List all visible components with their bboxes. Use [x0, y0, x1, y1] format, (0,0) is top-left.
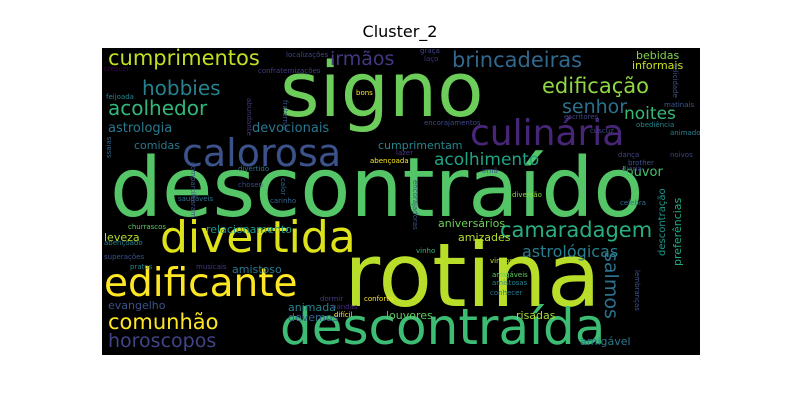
word-cumprimentos: cumprimentos [108, 48, 260, 70]
word-horoscopos: horoscopos [108, 330, 217, 352]
word-conforto: conforto [364, 295, 394, 303]
word-crescer: crescer [104, 65, 130, 73]
word-felicidade: felicidade [671, 64, 679, 98]
word-irmaos: irmãos [330, 48, 395, 70]
word-feijoada: feijoada [106, 93, 134, 101]
word-salmos: salmos [600, 252, 622, 319]
word-danca: dança [618, 151, 640, 159]
word-louvor: louvor [622, 165, 663, 180]
word-ssaias: ssaias [105, 136, 113, 158]
word-noites: noites [624, 104, 676, 124]
word-rotina: rotina [344, 224, 601, 327]
word-acolhedor: acolhedor [108, 96, 208, 120]
word-encorajamentos: encorajamentos [424, 119, 481, 127]
word-diversao: diversão [512, 191, 542, 199]
word-camaradagem: camaradagem [500, 218, 653, 242]
word-laco: laço [424, 55, 439, 63]
word-divertida: divertida [160, 212, 356, 263]
word-celebra: celebra [620, 199, 647, 207]
word-edificacao: edificação [542, 74, 649, 98]
word-descontracao: descontração [657, 188, 668, 256]
word-informais: informais [632, 59, 684, 72]
page-title: Cluster_2 [362, 22, 438, 41]
word-amigavel: amigável [580, 335, 631, 348]
word-leveza: leveza [104, 231, 140, 244]
word-irma: irmã [482, 167, 498, 175]
word-relacionamento: relacionamento [206, 223, 292, 236]
word-signo: signo [280, 48, 484, 134]
word-comunhao: comunhão [108, 310, 219, 334]
word-preferencias: preferências [671, 197, 684, 266]
word-cumprimentam: cumprimentam [378, 139, 463, 152]
word-obediencia: obediência [636, 121, 675, 129]
word-diaria: diária [622, 165, 642, 173]
word-descontraido: descontraído [110, 141, 644, 236]
word-calorosa: calorosa [182, 131, 342, 175]
word-devocionais: devocionais [252, 121, 330, 136]
word-lazer: lazer [396, 149, 414, 157]
word-senhor: senhor [562, 96, 628, 118]
word-encorajadoras: encorajadoras [411, 180, 419, 230]
word-bandas: bandas [332, 303, 358, 311]
word-hobbies: hobbies [142, 76, 221, 100]
word-musicais: musicais [196, 263, 227, 271]
word-vindos: vindos [490, 257, 513, 265]
word-culinaria: culinária [470, 113, 625, 154]
word-carinho: carinho [270, 197, 297, 205]
word-escritores: escritores [564, 113, 599, 121]
word-acolhimento: acolhimento [434, 150, 540, 170]
word-aniversarios: aniversários [438, 217, 506, 230]
word-matinais: matinais [664, 101, 695, 109]
word-bons: bons [356, 89, 373, 97]
word-amigaveis: amigáveis [492, 271, 528, 279]
word-graca: graça [420, 48, 440, 55]
word-cuscuz: cuscuz [590, 127, 614, 135]
word-conhecer: conhecer [490, 289, 523, 297]
word-bebidas: bebidas [636, 49, 680, 62]
word-animado: animado [670, 129, 700, 137]
word-confraternizacoes: confraternizações [258, 67, 321, 75]
word-amistoso: amistoso [232, 263, 282, 276]
word-churrascos: churrascos [128, 223, 167, 231]
word-dificil: difícil [334, 311, 353, 319]
word-abencoada: abençoada [370, 157, 409, 165]
word-fraternal: fraternal [281, 100, 289, 131]
word-noivos: noivos [670, 151, 693, 159]
word-abundante: abundante [245, 98, 253, 136]
word-pratos: pratos [130, 263, 153, 271]
word-chosen: chosen [238, 181, 263, 189]
word-calor: calor [279, 178, 287, 196]
word-devemos: devemos [288, 311, 339, 324]
word-saudaveis: saudáveis [178, 195, 214, 203]
word-abencoado: abençoado [104, 239, 143, 247]
word-evangelho: evangelho [108, 299, 166, 312]
word-amistosas: amistosas [492, 279, 528, 287]
word-amizades: amizades [458, 231, 511, 244]
word-comidas: comidas [134, 139, 181, 152]
word-lembrancas: lembranças [633, 270, 641, 311]
word-louvores: louvores [386, 309, 433, 322]
word-descontraida: descontraída [280, 298, 606, 355]
word-superacoes: superações [104, 253, 145, 261]
word-brincadeiras: brincadeiras [452, 48, 583, 72]
word-risadas: risadas [516, 309, 556, 322]
word-cloud: signo descontraído rotina descontraída d… [102, 48, 700, 355]
word-localizacoes: localizações [286, 51, 329, 59]
word-animada: animada [288, 301, 336, 314]
word-divertido: divertido [238, 165, 270, 173]
word-brother: brother [628, 159, 654, 167]
word-dormir: dormir [320, 295, 344, 303]
word-compartilharam: compartilharam [189, 162, 197, 218]
word-edificante: edificante [104, 261, 298, 306]
word-astrologicas: astrológicas [522, 242, 619, 261]
word-astrologia: astrologia [108, 121, 173, 136]
word-vinho: vinho [416, 247, 436, 255]
